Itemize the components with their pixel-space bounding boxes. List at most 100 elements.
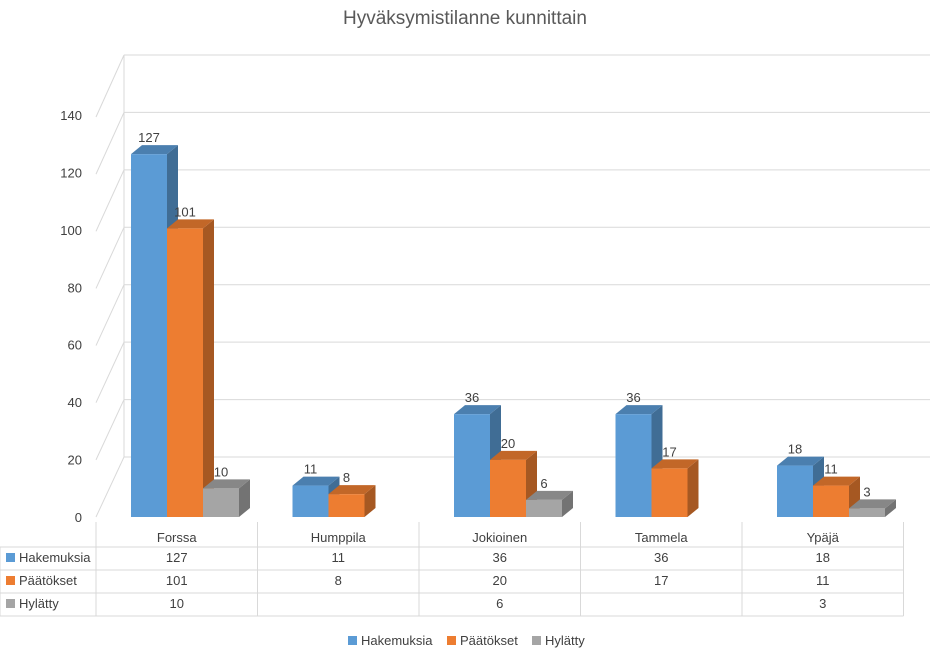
gridline-depth (95, 341, 125, 403)
table-series-name: Päätökset (19, 573, 77, 588)
data-label: 6 (540, 476, 547, 491)
data-label: 127 (138, 130, 160, 145)
table-cell: 36 (493, 550, 507, 565)
bar (203, 479, 250, 517)
gridline-depth (95, 399, 125, 461)
bar-front (167, 228, 203, 517)
table-cell: 10 (170, 596, 184, 611)
bar-front (454, 414, 490, 517)
bars (131, 145, 896, 517)
bar-front (526, 499, 562, 517)
category-label: Humppila (311, 530, 367, 545)
y-tick-label: 80 (68, 280, 82, 295)
table-cell: 20 (493, 573, 507, 588)
bar-top (203, 479, 250, 489)
bar-front (131, 154, 167, 517)
bar-top (813, 476, 860, 486)
table-series-name: Hakemuksia (19, 550, 91, 565)
bar-front (651, 468, 688, 517)
bar-top (651, 459, 699, 469)
bar-front (777, 465, 813, 517)
gridline-depth (95, 112, 125, 175)
bar-side (562, 490, 573, 517)
bar-side (885, 499, 896, 517)
data-label: 101 (174, 204, 196, 219)
bar-front (328, 494, 365, 517)
y-tick-label: 120 (60, 165, 82, 180)
y-tick-label: 20 (68, 453, 82, 468)
bar-front (203, 488, 239, 517)
bar-side (203, 219, 214, 517)
data-label: 17 (662, 444, 676, 459)
bar-front (849, 508, 885, 517)
data-label: 8 (343, 470, 350, 485)
legend-key (447, 636, 456, 645)
data-label: 11 (824, 462, 838, 477)
table-legend-key (6, 599, 15, 608)
bar-top (526, 490, 573, 500)
table-cell: 18 (816, 550, 830, 565)
category-label: Forssa (157, 530, 198, 545)
bar-front (292, 485, 329, 517)
bar (167, 219, 214, 517)
data-label: 11 (304, 462, 318, 477)
y-tick-label: 140 (60, 108, 82, 123)
legend-key (532, 636, 541, 645)
legend-label: Päätökset (460, 633, 518, 648)
table-legend-key (6, 576, 15, 585)
chart-title: Hyväksymistilanne kunnittain (343, 8, 587, 29)
bar-top (490, 450, 537, 460)
table-cell: 11 (332, 550, 346, 565)
legend-label: Hakemuksia (361, 633, 433, 648)
bar (651, 459, 699, 517)
bar-top (292, 476, 340, 486)
table-cell: 8 (335, 573, 342, 588)
bar-top (777, 456, 824, 466)
bar-top (615, 405, 663, 415)
bar (328, 485, 376, 517)
bar (526, 490, 573, 517)
category-label: Ypäjä (807, 530, 840, 545)
y-tick-label: 40 (68, 395, 82, 410)
bar-top (167, 219, 214, 229)
data-label: 18 (788, 442, 802, 457)
gridline-depth (95, 284, 125, 346)
bar-top (328, 485, 376, 495)
data-label: 3 (863, 484, 870, 499)
y-axis: 0 20 40 60 80 100 120 140 (60, 108, 82, 525)
bar-side (239, 479, 250, 517)
gridline-depth (95, 54, 125, 118)
gridline-depth (95, 227, 125, 289)
data-label: 36 (465, 390, 479, 405)
table-cell: 11 (816, 573, 830, 588)
data-table: Forssa Humppila Jokioinen Tammela Ypäjä Hakem… (0, 522, 904, 617)
data-labels: 127 101 10 11 8 36 20 6 36 17 18 11 3 (138, 130, 870, 499)
table-cell: 127 (166, 550, 188, 565)
bar-side (687, 459, 699, 517)
table-cell: 3 (819, 596, 826, 611)
bar-front (813, 485, 849, 517)
bar-front (490, 459, 526, 517)
legend: Hakemuksia Päätökset Hylätty (348, 633, 585, 648)
bar (849, 499, 896, 517)
gridlines (95, 54, 930, 518)
bar-top (454, 405, 501, 415)
legend-key (348, 636, 357, 645)
bar-side (364, 485, 376, 517)
bar-top (849, 499, 896, 509)
bar-top (131, 145, 178, 155)
legend-label: Hylätty (545, 633, 585, 648)
bar (777, 456, 824, 517)
bar (615, 405, 663, 517)
gridline-depth (95, 169, 125, 232)
category-label: Jokioinen (472, 530, 527, 545)
data-label: 20 (501, 436, 515, 451)
category-label: Tammela (635, 530, 689, 545)
bar-front (615, 414, 652, 517)
gridline-depth (95, 456, 125, 518)
y-tick-label: 100 (60, 223, 82, 238)
data-label: 10 (214, 464, 228, 479)
table-cell: 17 (654, 573, 668, 588)
table-series-name: Hylätty (19, 596, 59, 611)
